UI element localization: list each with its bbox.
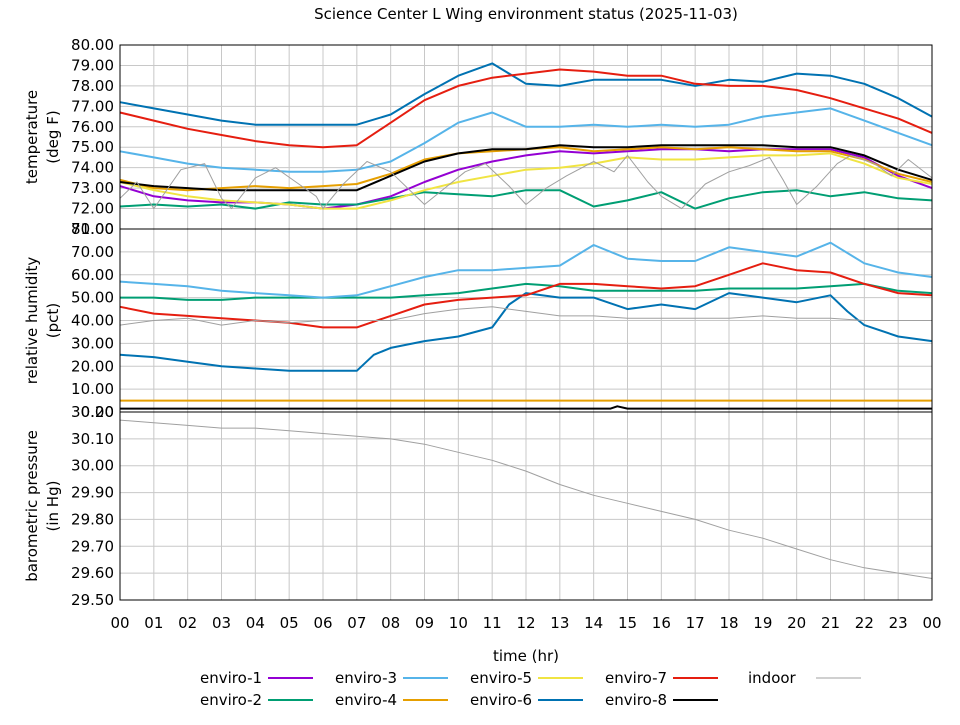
legend-item-enviro-2: enviro-2 — [200, 691, 313, 709]
y-tick-label: 79.00 — [71, 56, 114, 74]
legend-item-indoor: indoor — [748, 669, 861, 687]
x-tick-label: 20 — [787, 614, 806, 632]
legend-label: enviro-8 — [605, 691, 667, 709]
series-line-enviro-7-temperature — [119, 68, 933, 149]
panel-temperature: 71.00 72.00 73.00 74.00 75.00 76.00 77.00 78.00… — [23, 36, 933, 238]
x-tick-label: 17 — [686, 614, 705, 632]
panel-frame-pressure — [119, 411, 933, 601]
y-axis-label: (deg F) — [44, 110, 62, 163]
x-tick-label: 02 — [178, 614, 197, 632]
legend-item-enviro-8: enviro-8 — [605, 691, 718, 709]
panel-humidity: 0.00 10.00 20.00 30.00 40.00 50.00 60.00 70.00 8… — [23, 220, 933, 421]
series-line-enviro-3-temperature — [119, 107, 933, 173]
x-tick-label: 06 — [313, 614, 332, 632]
x-tick-label: 16 — [652, 614, 671, 632]
y-tick-label: 20.00 — [71, 357, 114, 375]
series-line-enviro-2-temperature — [119, 189, 933, 210]
chart-title: Science Center L Wing environment status… — [314, 5, 738, 23]
series-line-enviro-3-humidity — [119, 241, 933, 299]
y-tick-label: 70.00 — [71, 243, 114, 261]
y-tick-label: 30.10 — [71, 430, 114, 448]
y-tick-label: 80.00 — [71, 220, 114, 238]
x-tick-label: 18 — [719, 614, 738, 632]
y-tick-label: 80.00 — [71, 36, 114, 54]
y-tick-label: 30.00 — [71, 334, 114, 352]
x-tick-label: 22 — [855, 614, 874, 632]
legend-label: enviro-6 — [470, 691, 532, 709]
x-tick-label: 00 — [110, 614, 129, 632]
y-tick-label: 29.90 — [71, 484, 114, 502]
legend-label: enviro-7 — [605, 669, 667, 687]
panel-pressure: 29.50 29.60 29.70 29.80 29.90 30.00 30.10 30.20… — [23, 403, 933, 609]
x-tick-label: 09 — [415, 614, 434, 632]
y-tick-label: 74.00 — [71, 159, 114, 177]
y-tick-label: 60.00 — [71, 266, 114, 284]
y-tick-label: 71.00 — [71, 220, 114, 238]
series-line-indoor-humidity — [119, 306, 932, 326]
y-tick-label: 73.00 — [71, 179, 114, 197]
x-tick-label: 01 — [144, 614, 163, 632]
legend-item-enviro-4: enviro-4 — [335, 691, 448, 709]
x-tick-label: 19 — [753, 614, 772, 632]
y-axis-label: (pct) — [44, 303, 62, 338]
series-line-enviro-6-temperature — [119, 62, 933, 126]
y-tick-label: 0.00 — [81, 403, 114, 421]
x-tick-label: 14 — [584, 614, 603, 632]
x-tick-label: 00 — [922, 614, 941, 632]
y-tick-label: 78.00 — [71, 77, 114, 95]
y-axis-label: barometric pressure — [23, 430, 41, 582]
x-tick-label: 11 — [483, 614, 502, 632]
x-tick-label: 15 — [618, 614, 637, 632]
legend-item-enviro-7: enviro-7 — [605, 669, 718, 687]
x-tick-label: 21 — [821, 614, 840, 632]
legend-label: enviro-5 — [470, 669, 532, 687]
series-line-indoor-temperature — [119, 154, 933, 210]
y-tick-label: 72.00 — [71, 200, 114, 218]
y-axis-label: temperature — [23, 90, 41, 184]
x-tick-label: 12 — [516, 614, 535, 632]
series-line-indoor-pressure — [119, 419, 933, 579]
x-tick-label: 04 — [246, 614, 265, 632]
panels: 71.00 72.00 73.00 74.00 75.00 76.00 77.00 78.00… — [23, 36, 942, 632]
y-axis-label: (in Hg) — [44, 481, 62, 532]
series-line-enviro-2-humidity — [120, 282, 933, 301]
y-tick-label: 75.00 — [71, 138, 114, 156]
x-axis-label: time (hr) — [493, 647, 559, 665]
y-tick-label: 50.00 — [71, 289, 114, 307]
legend-item-enviro-3: enviro-3 — [335, 669, 448, 687]
legend-label: enviro-3 — [335, 669, 397, 687]
x-tick-label: 10 — [449, 614, 468, 632]
y-tick-label: 29.60 — [71, 564, 114, 582]
y-tick-label: 30.20 — [71, 403, 114, 421]
x-tick-label: 07 — [347, 614, 366, 632]
legend: enviro-1 enviro-2 enviro-3 enviro-4 enviro-5… — [200, 669, 861, 709]
y-tick-label: 29.50 — [71, 591, 114, 609]
y-tick-label: 30.00 — [71, 457, 114, 475]
x-tick-label: 08 — [381, 614, 400, 632]
y-tick-label: 77.00 — [71, 97, 114, 115]
series-line-enviro-8-temperature — [119, 144, 933, 192]
y-tick-label: 29.80 — [71, 510, 114, 528]
legend-item-enviro-5: enviro-5 — [470, 669, 583, 687]
legend-label: indoor — [748, 669, 797, 687]
legend-item-enviro-1: enviro-1 — [200, 669, 313, 687]
y-tick-label: 29.70 — [71, 537, 114, 555]
series-line-enviro-6-humidity — [119, 292, 933, 372]
legend-item-enviro-6: enviro-6 — [470, 691, 583, 709]
y-tick-label: 10.00 — [71, 380, 114, 398]
series-line-enviro-8-humidity — [120, 405, 932, 410]
legend-label: enviro-1 — [200, 669, 262, 687]
x-tick-label: 13 — [550, 614, 569, 632]
series-line-enviro-5-temperature — [119, 152, 933, 210]
y-axis-label: relative humidity — [23, 257, 41, 385]
x-tick-label: 23 — [889, 614, 908, 632]
y-tick-label: 40.00 — [71, 312, 114, 330]
x-tick-label: 05 — [280, 614, 299, 632]
legend-label: enviro-4 — [335, 691, 397, 709]
y-tick-label: 76.00 — [71, 118, 114, 136]
x-tick-label: 03 — [212, 614, 231, 632]
legend-label: enviro-2 — [200, 691, 262, 709]
